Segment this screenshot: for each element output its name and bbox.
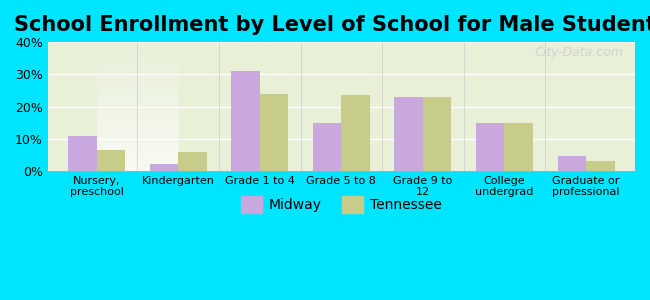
Bar bbox=[231, 71, 260, 171]
Bar bbox=[260, 94, 289, 171]
Bar bbox=[395, 97, 423, 171]
Text: City-Data.com: City-Data.com bbox=[534, 46, 623, 59]
Bar bbox=[423, 97, 452, 171]
Bar bbox=[586, 161, 615, 171]
Bar bbox=[97, 150, 125, 171]
Legend: Midway, Tennessee: Midway, Tennessee bbox=[235, 190, 448, 218]
Bar bbox=[504, 123, 533, 171]
Bar bbox=[68, 136, 97, 171]
Bar bbox=[150, 164, 178, 171]
Bar bbox=[313, 123, 341, 171]
Title: School Enrollment by Level of School for Male Students: School Enrollment by Level of School for… bbox=[14, 15, 650, 35]
Bar bbox=[341, 95, 370, 171]
Bar bbox=[476, 123, 504, 171]
Bar bbox=[178, 152, 207, 171]
Bar bbox=[558, 156, 586, 171]
